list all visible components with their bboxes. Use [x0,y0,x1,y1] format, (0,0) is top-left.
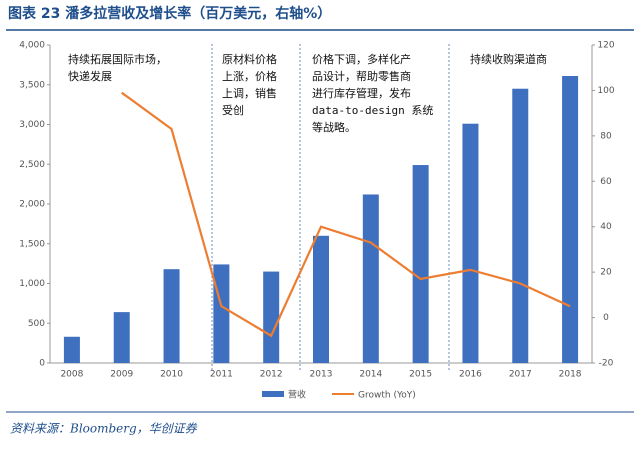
y-tick-label: 2,000 [19,200,45,210]
x-tick-label: 2010 [160,370,183,380]
annotation: 快递发展 [68,69,112,83]
annotation: 原材料价格 [222,52,277,66]
x-tick-label: 2009 [110,370,133,380]
x-tick-label: 2015 [409,370,432,380]
chart-title: 图表 23 潘多拉营收及增长率（百万美元，右轴%） [8,5,331,22]
bar [412,165,429,363]
bar [213,264,230,363]
bar [562,76,579,363]
source: 资料来源：Bloomberg，华创证券 [10,422,198,436]
x-tick-label: 2018 [559,370,582,380]
x-tick-label: 2008 [60,370,83,380]
y2-tick-label: -20 [599,359,614,369]
y2-tick-label: 20 [600,268,612,278]
bar [63,336,80,363]
y-tick-label: 3,500 [19,80,45,90]
x-tick-label: 2017 [509,370,532,380]
bar [113,312,130,363]
legend-swatch [262,391,284,397]
annotation: 持续收购渠道商 [470,52,547,66]
annotation: 上调，销售 [222,86,277,100]
x-tick-label: 2013 [310,370,333,380]
line [121,91,571,338]
bar [362,194,379,363]
x-tick-label: 2016 [459,370,482,380]
y2-tick-label: 120 [597,41,614,51]
bar [512,88,529,363]
bar [263,271,280,363]
x-tick-label: 2014 [359,370,382,380]
y2-tick-label: 0 [603,313,609,323]
x-tick-label: 2011 [210,370,233,380]
bar [462,123,479,363]
y-tick-label: 2,500 [19,160,45,170]
y2-tick-label: 60 [600,177,612,187]
bar [163,269,180,363]
annotation: 上涨，价格 [222,69,277,83]
annotation: 等战略。 [312,120,356,134]
y-tick-label: 500 [28,319,45,329]
legend-label: 营收 [288,389,306,401]
y-tick-label: 1,000 [19,279,45,289]
y2-tick-label: 40 [600,222,612,232]
y2-tick-label: 100 [597,86,614,96]
annotation: 价格下调，多样化产 [312,52,411,66]
y2-tick-label: 80 [600,131,612,141]
legend-label: Growth (YoY) [358,391,416,401]
annotation: 持续拓展国际市场， [68,52,167,66]
bar [313,235,329,363]
y-tick-label: 4,000 [19,41,45,51]
y-tick-label: 1,500 [19,239,45,249]
y-tick-label: 0 [39,359,45,369]
x-tick-label: 2012 [260,370,283,380]
annotation: 品设计，帮助零售商 [312,69,411,83]
annotation: 进行库存管理，发布 [312,86,411,100]
y-tick-label: 3,000 [19,120,45,130]
annotation: 受创 [222,104,244,117]
annotation: data-to-design 系统 [312,104,433,117]
